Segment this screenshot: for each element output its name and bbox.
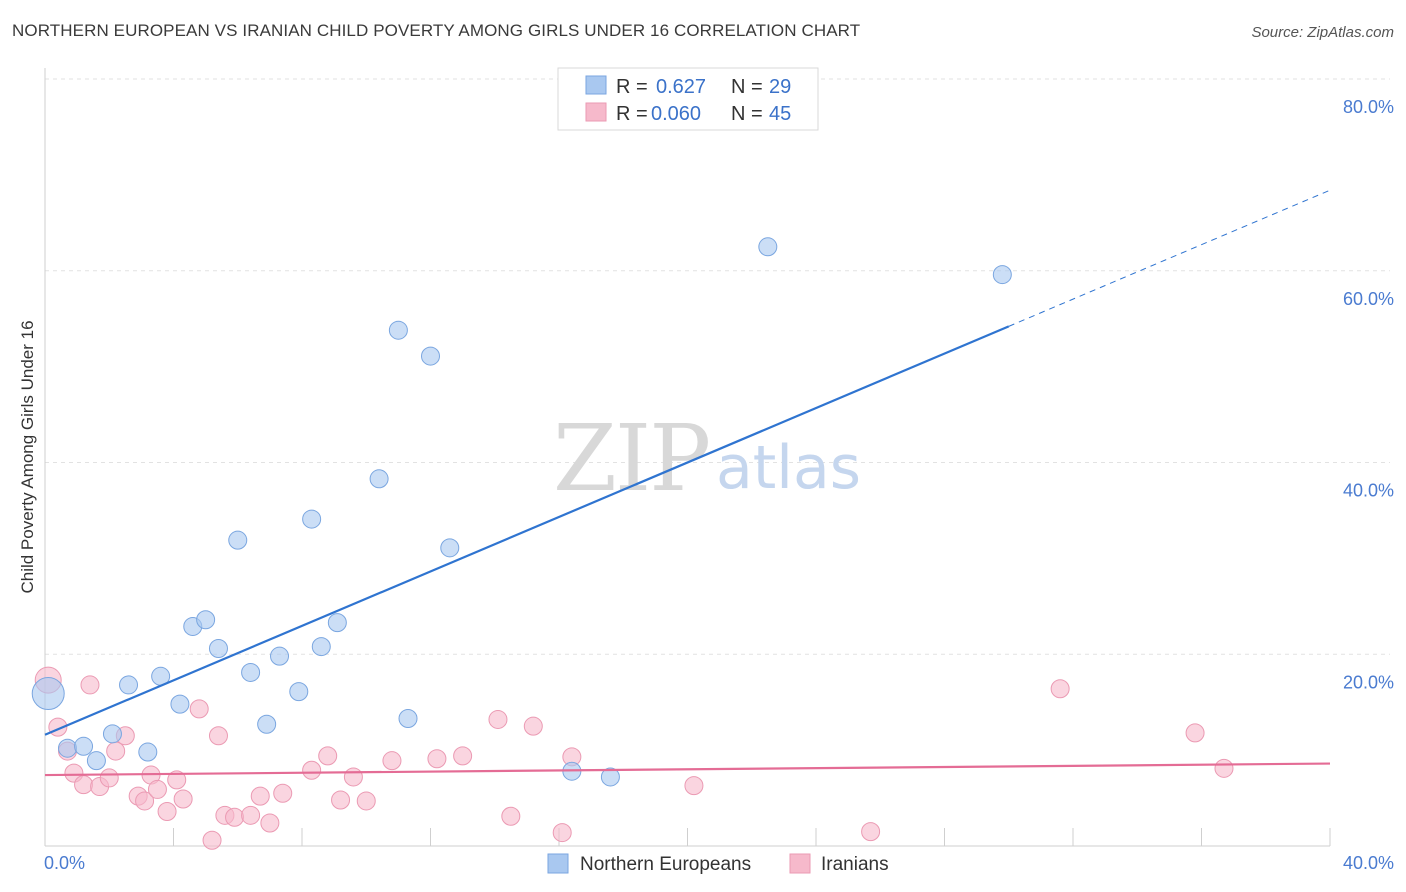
point-northern-europeans-2 (57, 738, 77, 758)
point-iranians-6 (80, 675, 100, 695)
source-label: Source: ZipAtlas.com (1251, 24, 1394, 41)
point-northern-europeans-6 (119, 675, 139, 695)
point-iranians-32 (382, 751, 402, 771)
point-iranians-16 (167, 770, 187, 790)
watermark: ZIP atlas (553, 405, 861, 512)
point-iranians-34 (453, 746, 473, 766)
trend-line-northern-europeans (44, 325, 1010, 736)
grid-lines (45, 78, 1390, 655)
point-iranians-19 (202, 830, 222, 850)
point-iranians-33 (427, 749, 447, 769)
chart-title: NORTHERN EUROPEAN VS IRANIAN CHILD POVER… (12, 21, 861, 40)
legend-bottom-label-blue: Northern Europeans (580, 854, 751, 875)
point-iranians-40 (684, 776, 704, 796)
legend-swatch-pink (585, 102, 607, 122)
point-northern-europeans-27 (600, 767, 620, 787)
y-tick-label-80: 80.0% (1343, 97, 1394, 117)
watermark-zip: ZIP (553, 405, 709, 512)
legend-r-label-blue: R = (616, 76, 648, 98)
legend-bottom-label-pink: Iranians (821, 854, 889, 875)
point-iranians-22 (225, 807, 245, 827)
trend-lines (44, 189, 1331, 777)
point-northern-europeans-20 (327, 613, 347, 633)
point-iranians-36 (501, 806, 521, 826)
point-northern-europeans-13 (228, 530, 248, 550)
point-iranians-9 (106, 741, 126, 761)
point-iranians-27 (302, 760, 322, 780)
y-tick-label-40: 40.0% (1343, 481, 1394, 501)
point-iranians-12 (135, 791, 155, 811)
point-iranians-15 (157, 801, 177, 821)
legend-bottom-swatch-pink (789, 853, 811, 874)
point-iranians-18 (189, 699, 209, 719)
point-iranians-14 (147, 779, 167, 799)
legend-n-value-pink: 45 (769, 103, 791, 125)
point-iranians-35 (488, 709, 508, 729)
point-iranians-17 (173, 789, 193, 809)
x-axis-ticks (44, 828, 1331, 846)
point-iranians-38 (552, 823, 572, 843)
point-iranians-26 (273, 783, 293, 803)
point-northern-europeans-9 (170, 694, 190, 714)
legend-r-value-blue: 0.627 (656, 76, 706, 98)
point-northern-europeans-4 (86, 751, 106, 771)
point-northern-europeans-14 (241, 662, 261, 682)
y-tick-label-60: 60.0% (1343, 289, 1394, 309)
watermark-atlas: atlas (716, 433, 861, 503)
point-iranians-41 (861, 822, 881, 842)
point-iranians-31 (356, 791, 376, 811)
point-northern-europeans-1 (31, 677, 65, 711)
trend-line-iranians (44, 762, 1331, 777)
point-iranians-25 (260, 813, 280, 833)
x-tick-label-min: 0.0% (44, 853, 85, 873)
y-tick-label-20: 20.0% (1343, 672, 1394, 692)
y-axis-label: Child Poverty Among Girls Under 16 (18, 320, 37, 593)
point-northern-europeans-28 (758, 237, 778, 257)
point-iranians-29 (331, 790, 351, 810)
legend-bottom-swatch-blue (547, 853, 569, 874)
legend-r-label-pink: R = (616, 103, 648, 125)
point-iranians-42 (1050, 679, 1070, 699)
series-northern-europeans (31, 237, 1012, 787)
point-northern-europeans-25 (440, 538, 460, 558)
point-northern-europeans-15 (257, 714, 277, 734)
point-northern-europeans-16 (270, 646, 290, 666)
y-tick-labels: 20.0% 40.0% 60.0% 80.0% (1343, 97, 1394, 692)
point-iranians-28 (318, 746, 338, 766)
point-northern-europeans-12 (208, 638, 228, 658)
legend-swatch-blue (585, 75, 607, 95)
point-northern-europeans-17 (289, 682, 309, 702)
point-iranians-30 (343, 767, 363, 787)
point-northern-europeans-19 (311, 637, 331, 657)
point-northern-europeans-22 (388, 320, 408, 340)
point-northern-europeans-3 (74, 736, 94, 756)
point-iranians-8 (99, 768, 119, 788)
point-iranians-44 (1214, 758, 1234, 778)
series-iranians (34, 666, 1234, 850)
point-iranians-37 (523, 716, 543, 736)
x-tick-label-max: 40.0% (1343, 853, 1394, 873)
point-northern-europeans-7 (138, 742, 158, 762)
legend-n-label-pink: N = (731, 103, 763, 125)
point-northern-europeans-29 (992, 265, 1012, 285)
point-iranians-20 (208, 726, 228, 746)
legend-bottom: Northern Europeans Iranians (547, 853, 889, 875)
legend-n-label-blue: N = (731, 76, 763, 98)
point-iranians-43 (1185, 723, 1205, 743)
point-northern-europeans-23 (398, 708, 418, 728)
legend-r-value-pink: 0.060 (651, 103, 701, 125)
point-northern-europeans-24 (421, 346, 440, 366)
point-northern-europeans-11 (196, 610, 216, 630)
point-northern-europeans-5 (102, 724, 122, 744)
point-iranians-23 (241, 805, 261, 825)
point-northern-europeans-21 (369, 469, 389, 489)
point-iranians-24 (250, 786, 270, 806)
point-iranians-5 (74, 775, 94, 795)
trend-line-northern-europeans-extension (1008, 189, 1331, 327)
legend-n-value-blue: 29 (769, 76, 791, 98)
point-northern-europeans-18 (302, 509, 322, 529)
legend-top: R = 0.627 N = 29 R = 0.060 N = 45 (557, 67, 819, 131)
